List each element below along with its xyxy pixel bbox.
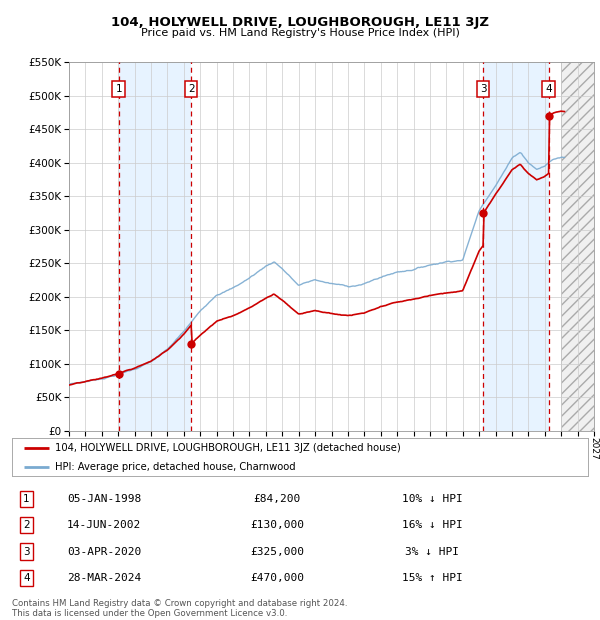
Text: HPI: Average price, detached house, Charnwood: HPI: Average price, detached house, Char… bbox=[55, 461, 296, 472]
Text: £84,200: £84,200 bbox=[253, 494, 301, 504]
Text: 4: 4 bbox=[545, 84, 552, 94]
Text: Contains HM Land Registry data © Crown copyright and database right 2024.: Contains HM Land Registry data © Crown c… bbox=[12, 599, 347, 608]
Text: 3: 3 bbox=[23, 547, 30, 557]
Text: Price paid vs. HM Land Registry's House Price Index (HPI): Price paid vs. HM Land Registry's House … bbox=[140, 28, 460, 38]
Bar bbox=[483, 62, 549, 431]
Text: 3: 3 bbox=[480, 84, 487, 94]
Text: 14-JUN-2002: 14-JUN-2002 bbox=[67, 520, 141, 530]
Text: 1: 1 bbox=[115, 84, 122, 94]
Text: 05-JAN-1998: 05-JAN-1998 bbox=[67, 494, 141, 504]
Text: This data is licensed under the Open Government Licence v3.0.: This data is licensed under the Open Gov… bbox=[12, 609, 287, 618]
Text: 1: 1 bbox=[23, 494, 30, 504]
Text: £325,000: £325,000 bbox=[250, 547, 304, 557]
Bar bbox=[561, 62, 594, 431]
Bar bbox=[119, 62, 191, 431]
Text: 03-APR-2020: 03-APR-2020 bbox=[67, 547, 141, 557]
Text: 16% ↓ HPI: 16% ↓ HPI bbox=[402, 520, 463, 530]
Text: 3% ↓ HPI: 3% ↓ HPI bbox=[406, 547, 460, 557]
Text: 28-MAR-2024: 28-MAR-2024 bbox=[67, 573, 141, 583]
Text: 15% ↑ HPI: 15% ↑ HPI bbox=[402, 573, 463, 583]
Text: 10% ↓ HPI: 10% ↓ HPI bbox=[402, 494, 463, 504]
Text: 104, HOLYWELL DRIVE, LOUGHBOROUGH, LE11 3JZ: 104, HOLYWELL DRIVE, LOUGHBOROUGH, LE11 … bbox=[111, 16, 489, 29]
Text: 104, HOLYWELL DRIVE, LOUGHBOROUGH, LE11 3JZ (detached house): 104, HOLYWELL DRIVE, LOUGHBOROUGH, LE11 … bbox=[55, 443, 401, 453]
Text: 2: 2 bbox=[188, 84, 194, 94]
Text: 4: 4 bbox=[23, 573, 30, 583]
Text: £470,000: £470,000 bbox=[250, 573, 304, 583]
Text: £130,000: £130,000 bbox=[250, 520, 304, 530]
Text: 2: 2 bbox=[23, 520, 30, 530]
